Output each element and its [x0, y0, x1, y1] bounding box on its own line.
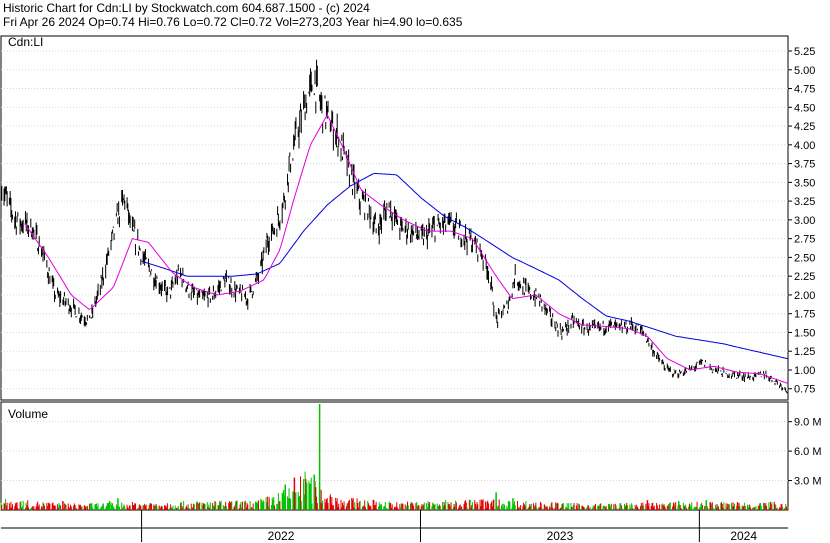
- price-tick-label: 4.75: [794, 84, 815, 96]
- chart-frame: [0, 35, 789, 529]
- time-axis: 2022 2023 2024: [141, 510, 757, 543]
- price-tick-label: 1.25: [794, 346, 815, 358]
- moving-average-long-line: [141, 172, 789, 360]
- price-bars: [0, 59, 789, 394]
- price-tick-label: 3.50: [794, 177, 815, 189]
- price-tick-label: 0.75: [794, 384, 815, 396]
- price-tick-label: 5.25: [794, 46, 815, 58]
- price-tick-label: 3.25: [794, 196, 815, 208]
- chart-header-title: Historic Chart for Cdn:LI by Stockwatch.…: [3, 1, 370, 15]
- price-tick-label: 3.75: [794, 159, 815, 171]
- volume-tick-label: 9.0 M: [794, 417, 822, 429]
- year-label: 2024: [730, 529, 757, 543]
- moving-average-short-line: [24, 113, 789, 384]
- volume-tick-label: 6.0 M: [794, 446, 822, 458]
- year-label: 2023: [547, 529, 574, 543]
- price-tick-label: 2.50: [794, 252, 815, 264]
- price-tick-label: 1.00: [794, 365, 815, 377]
- volume-grid: [1, 421, 788, 482]
- price-tick-label: 2.25: [794, 271, 815, 283]
- price-tick-label: 1.75: [794, 309, 815, 321]
- price-tick-label: 4.50: [794, 102, 815, 114]
- price-tick-label: 2.75: [794, 234, 815, 246]
- price-tick-label: 2.00: [794, 290, 815, 302]
- volume-tick-label: 3.0 M: [794, 476, 822, 488]
- chart-header-quote: Fri Apr 26 2024 Op=0.74 Hi=0.76 Lo=0.72 …: [3, 15, 463, 29]
- price-tick-label: 5.00: [794, 65, 815, 77]
- year-label: 2022: [268, 529, 295, 543]
- price-tick-label: 1.50: [794, 327, 815, 339]
- price-tick-label: 3.00: [794, 215, 815, 227]
- price-panel-border: [0, 35, 789, 401]
- volume-panel-border: [0, 401, 789, 511]
- price-tick-label: 4.25: [794, 121, 815, 133]
- symbol-label: Cdn:LI: [8, 35, 43, 49]
- price-axis: 5.25 5.00 4.75 4.50 4.25 4.00 3.75 3.50 3.25 3.00…: [788, 46, 815, 396]
- volume-axis: 9.0 M 6.0 M 3.0 M: [788, 417, 822, 488]
- volume-bars: [0, 404, 789, 510]
- volume-panel-title: Volume: [8, 407, 48, 421]
- price-tick-label: 4.00: [794, 140, 815, 152]
